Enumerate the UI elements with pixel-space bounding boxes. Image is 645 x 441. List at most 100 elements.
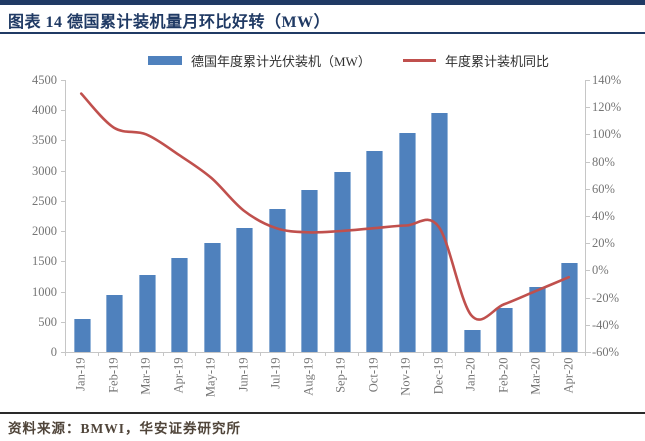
x-axis-category-label: Feb-19 (106, 357, 121, 393)
right-axis-tick-label: -40% (592, 317, 620, 332)
left-axis-tick (61, 352, 65, 353)
x-axis-category-label: Jan-20 (463, 357, 478, 391)
right-axis-tick-label: 120% (592, 100, 622, 115)
footer-divider (0, 412, 645, 414)
left-axis-tick-label: 4500 (32, 73, 57, 87)
right-axis-tick-label: 80% (592, 154, 615, 169)
left-axis-tick-label: 3500 (32, 133, 57, 148)
legend-line-label: 年度累计装机同比 (445, 53, 550, 69)
left-axis-tick-label: 4000 (32, 103, 57, 118)
title-divider (0, 32, 645, 34)
bar-May-19 (203, 243, 221, 352)
x-axis-line (61, 352, 591, 353)
legend-item-line: 年度累计装机同比 (403, 51, 549, 69)
right-axis-tick (586, 80, 590, 81)
bar-Jul-19 (268, 209, 286, 352)
left-axis-tick (61, 200, 65, 202)
x-axis-tick (422, 353, 424, 356)
left-axis-tick (61, 170, 65, 172)
x-axis-category-label: Apr-19 (171, 357, 186, 394)
x-axis-tick (130, 353, 131, 356)
left-axis-tick-label: 2500 (32, 193, 57, 208)
right-axis-tick (586, 188, 590, 190)
bar-Dec-19 (431, 113, 449, 352)
right-axis-tick (586, 161, 590, 163)
x-axis-category-label: Nov-19 (398, 357, 413, 396)
bar-Jun-19 (236, 228, 254, 352)
right-axis-tick (586, 324, 590, 326)
bar-Feb-19 (106, 294, 124, 352)
bar-Mar-20 (528, 286, 546, 352)
right-axis-tick (586, 107, 590, 109)
right-axis-tick (586, 270, 590, 272)
left-axis-tick (61, 110, 65, 112)
x-axis-tick (357, 353, 359, 356)
x-axis-tick (97, 353, 99, 356)
x-axis-category-label: Jun-19 (236, 357, 251, 392)
left-axis-tick (61, 140, 65, 142)
x-axis-category-label: Mar-20 (528, 357, 543, 395)
bar-Oct-19 (366, 150, 384, 352)
bar-Sep-19 (333, 171, 351, 352)
left-axis-tick (61, 231, 65, 233)
x-axis-tick (195, 353, 196, 356)
x-axis-tick (260, 353, 261, 356)
left-axis-tick (61, 321, 65, 323)
x-axis-tick (487, 353, 489, 356)
x-axis-tick (65, 353, 66, 356)
legend-bar-label: 德国年度累计光伏装机（MW） (191, 53, 371, 69)
right-axis-tick (586, 134, 590, 136)
x-axis-tick (227, 353, 229, 356)
bar-Apr-20 (561, 263, 579, 352)
legend-bar-swatch-icon (148, 55, 182, 65)
left-axis-line (65, 80, 66, 352)
right-axis-tick (586, 243, 590, 245)
right-axis-line (585, 80, 586, 352)
right-axis-tick-label: 100% (592, 127, 622, 142)
left-axis-tick-label: 1000 (32, 284, 57, 299)
x-axis-category-label: May-19 (203, 357, 218, 398)
x-axis-category-label: Apr-20 (561, 357, 576, 394)
source-note: 资料来源：BMWI，华安证券研究所 (8, 421, 241, 436)
bar-Jan-19 (73, 318, 91, 352)
right-axis-tick-label: -20% (592, 290, 620, 305)
x-axis-category-label: Jul-19 (268, 357, 283, 389)
right-axis-tick-label: 20% (592, 236, 615, 251)
x-axis-tick (325, 353, 326, 356)
x-axis-tick (552, 353, 554, 356)
x-axis-category-label: Mar-19 (138, 357, 153, 395)
legend-item-bar: 德国年度累计光伏装机（MW） (148, 51, 371, 69)
right-axis-tick-label: 40% (592, 209, 615, 223)
x-axis-tick (455, 353, 456, 356)
x-axis-category-label: Aug-19 (301, 357, 316, 396)
x-axis-category-label: Sep-19 (333, 357, 348, 393)
x-axis-category-label: Oct-19 (366, 357, 381, 393)
x-axis-tick (520, 353, 521, 356)
right-axis-tick-label: 0% (592, 263, 609, 278)
x-axis-tick (162, 353, 164, 356)
right-axis-tick-label: 140% (592, 73, 622, 87)
top-accent-bar (0, 0, 645, 5)
bar-Jan-20 (463, 329, 481, 352)
left-axis-tick-label: 2000 (32, 224, 57, 239)
bar-Apr-19 (171, 258, 189, 352)
left-axis-tick-label: 3000 (32, 163, 57, 178)
left-axis-tick-label: 0 (50, 345, 57, 359)
left-axis-tick (61, 261, 65, 263)
right-axis-tick (586, 216, 590, 217)
bar-Nov-19 (398, 133, 416, 352)
left-axis-tick (61, 291, 65, 293)
x-axis-category-label: Jan-19 (73, 357, 88, 391)
right-axis-tick-label: 60% (592, 181, 615, 196)
right-axis-tick (586, 297, 590, 299)
left-axis-tick-label: 500 (38, 314, 57, 329)
x-axis-category-label: Dec-19 (431, 357, 446, 395)
bar-Mar-19 (138, 275, 156, 352)
x-axis-category-label: Feb-20 (496, 357, 511, 393)
x-axis-tick (585, 353, 586, 356)
bar-Feb-20 (496, 308, 514, 352)
legend-line-swatch-icon (403, 58, 436, 62)
